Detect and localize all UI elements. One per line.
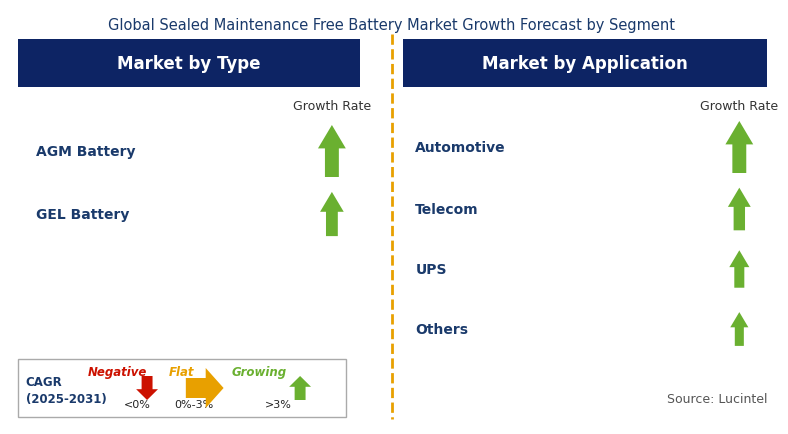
Text: >3%: >3%: [265, 399, 292, 409]
Text: Market by Application: Market by Application: [482, 55, 688, 73]
Text: GEL Battery: GEL Battery: [35, 207, 129, 221]
Text: Others: Others: [415, 322, 468, 336]
Text: Market by Type: Market by Type: [117, 55, 261, 73]
Text: AGM Battery: AGM Battery: [35, 145, 136, 159]
Text: CAGR: CAGR: [26, 375, 62, 388]
Text: Growing: Growing: [232, 366, 287, 378]
Polygon shape: [318, 126, 346, 178]
Polygon shape: [136, 376, 158, 400]
Text: Flat: Flat: [169, 366, 195, 378]
Polygon shape: [726, 122, 753, 174]
Text: 0%-3%: 0%-3%: [174, 399, 214, 409]
Text: Global Sealed Maintenance Free Battery Market Growth Forecast by Segment: Global Sealed Maintenance Free Battery M…: [108, 18, 675, 33]
Polygon shape: [186, 368, 224, 408]
Text: <0%: <0%: [124, 399, 151, 409]
Polygon shape: [730, 312, 749, 346]
Text: Negative: Negative: [87, 366, 147, 378]
Bar: [403, 40, 768, 88]
Polygon shape: [728, 188, 751, 231]
Bar: [18, 40, 359, 88]
Text: Automotive: Automotive: [415, 141, 506, 155]
Polygon shape: [730, 251, 749, 288]
Bar: [18, 359, 346, 417]
Text: Growth Rate: Growth Rate: [293, 100, 371, 113]
Text: (2025-2031): (2025-2031): [26, 392, 106, 405]
Polygon shape: [320, 192, 344, 237]
Text: Growth Rate: Growth Rate: [701, 100, 779, 113]
Text: Telecom: Telecom: [415, 203, 479, 217]
Text: UPS: UPS: [415, 263, 447, 276]
Text: Source: Lucintel: Source: Lucintel: [667, 393, 768, 405]
Polygon shape: [289, 376, 311, 400]
